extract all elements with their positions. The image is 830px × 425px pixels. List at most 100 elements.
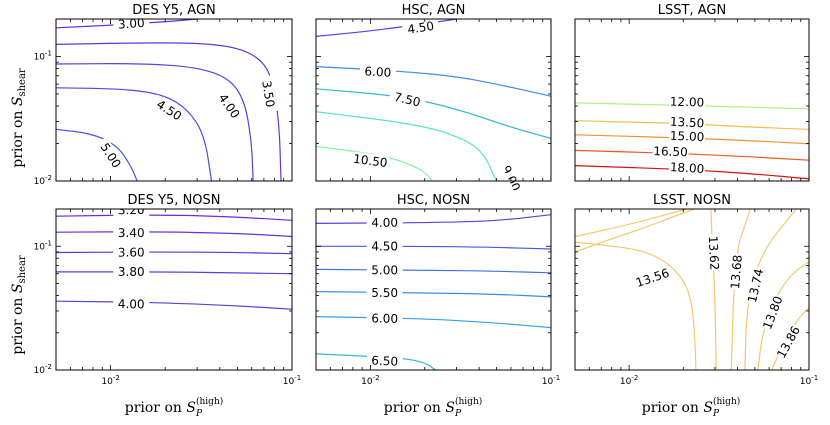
contour-label: 3.20 [118,203,145,217]
x-label-sup: (high) [713,396,740,407]
contour-label-bg [150,94,188,126]
contour-label-bg [113,206,150,217]
x-tick-label: 10-2 [620,374,638,387]
panel-6: LSST, NOSN 13.56 13.62 13.68 13.7413.8013.86… [574,193,818,387]
contour-label: 5.50 [371,286,398,300]
contour-lines [575,209,809,370]
x-tick-label: 10-2 [101,374,119,387]
axis-ticks [56,19,292,181]
axes-frame [315,18,552,182]
contour-label: 4.50 [371,239,398,253]
contour-label-bg [366,263,403,277]
y-tick-label: 10-1 [34,49,52,62]
contour-line-4.00 [56,300,292,310]
contour-label-bg [213,87,246,125]
contour-line-7.50 [316,88,551,139]
contour-label-bg [727,253,744,291]
x-axis-label-3: prior on SP (high) [642,396,741,419]
contour-label: 3.40 [118,226,145,240]
y-label-var: S [10,97,26,107]
contour-label: 3.00 [117,16,145,32]
contour-label-bg [773,322,803,361]
contour-line-6.00 [316,316,551,329]
axis-ticks [316,19,551,181]
contour-lines [316,19,551,181]
contour-line-13.56 [575,241,697,370]
contour-label-bg [668,114,706,130]
contour-label: 13.50 [670,115,705,131]
contour-label: 6.00 [371,311,398,326]
contour-line-9.00 [316,111,498,181]
x-label-sub: P [712,409,720,419]
contour-label: 5.00 [371,263,398,277]
x-tick-label: 10-1 [283,374,301,387]
contour-line-5.00 [316,268,551,274]
contour-label: 13.86 [774,324,803,361]
contour-label-bg [351,151,390,170]
contour-label: 3.80 [118,265,145,279]
y-label-var: S [10,284,26,294]
axis-ticks [316,209,551,370]
panel-title: HSC, AGN [402,3,466,18]
contour-label: 13.80 [760,294,785,331]
contour-line-4.50 [316,245,551,250]
axes-frame [315,208,552,371]
contour-label-bg [401,18,440,37]
x-axis-label-2: prior on SP (high) [384,396,483,419]
contour-label-bg [113,225,150,240]
contour-lines [56,214,292,310]
contour-label-bg [366,311,403,325]
x-label-prefix: prior on [384,400,446,416]
contour-line-15.00 [575,134,809,145]
contour-line-4.00 [56,63,254,181]
contour-lines [56,19,282,181]
contour-label: 3.50 [259,80,277,109]
x-tick-label: 10-1 [800,374,818,387]
contour-line-13.74 [744,209,797,370]
axes-frame [574,18,810,182]
contour-label: 4.00 [371,216,398,230]
axis-ticks [575,19,809,181]
contour-label: 13.68 [728,254,745,289]
axes-frame [55,18,293,182]
y-label-prefix: prior on [10,106,26,168]
contour-label: 7.50 [393,90,422,110]
contour-line-13.62 [710,209,717,370]
y-label-prefix: prior on [10,293,26,355]
contour-label-bg [706,234,722,272]
contour-line-18.00 [575,165,809,180]
contour-line-13.68 [730,209,751,370]
contour-lines [316,214,551,370]
contour-line-3.40 [56,231,292,238]
y-tick-label: 10-1 [34,239,52,252]
panel-title: LSST, NOSN [653,193,731,208]
contour-label-bg [366,285,403,300]
contour-label-bg [652,144,689,159]
x-tick-label: 10-2 [361,374,379,387]
contour-label: 6.00 [364,64,391,79]
y-label-sub: shear [17,255,28,283]
x-label-sub: P [454,409,462,419]
contour-label-bg [366,239,403,253]
contour-label: 13.62 [706,236,722,271]
contour-line-13.56 [575,209,688,238]
y-tick-label: 10-2 [34,174,52,187]
contour-label: 13.56 [634,266,671,290]
contour-label: 10.50 [352,152,388,170]
x-label-prefix: prior on [642,400,704,416]
contour-line-4.00 [316,214,551,224]
x-label-var: S [186,400,196,416]
contour-line-3.20 [56,214,292,221]
y-tick-label: 10-2 [34,363,52,376]
contour-label-bg [366,353,403,368]
x-label-sup: (high) [196,396,223,407]
contour-label-bg [113,296,150,311]
contour-label-bg [744,266,766,305]
contour-label-bg [359,64,397,80]
panel-5: HSC, NOSN 4.00 4.50 5.00 5.50 6.00 6.50 10-2 10-… [315,193,560,387]
contour-label-bg [113,264,150,278]
